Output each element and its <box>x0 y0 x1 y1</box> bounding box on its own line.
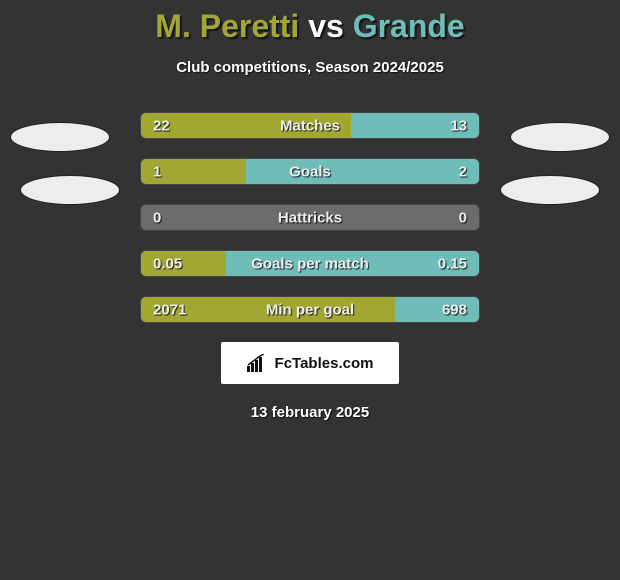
stat-row: Goals per match0.050.15 <box>140 250 480 277</box>
avatar-right <box>510 122 610 152</box>
bar-right <box>246 159 479 184</box>
bar-left <box>141 159 246 184</box>
value-right: 0 <box>459 209 467 226</box>
date-line: 13 february 2025 <box>0 404 620 421</box>
bar-track: Matches2213 <box>140 112 480 139</box>
bar-right <box>226 251 480 276</box>
subtitle: Club competitions, Season 2024/2025 <box>0 59 620 76</box>
bar-left <box>141 297 395 322</box>
bar-track: Min per goal2071698 <box>140 296 480 323</box>
avatar-right <box>500 175 600 205</box>
bar-left <box>141 251 226 276</box>
title-suffix: Grande <box>353 8 465 44</box>
title-mid: vs <box>299 8 352 44</box>
stat-row: Hattricks 0 0 <box>140 204 480 231</box>
avatar-left <box>10 122 110 152</box>
page-title: M. Peretti vs Grande <box>0 0 620 45</box>
page-root: M. Peretti vs Grande Club competitions, … <box>0 0 620 580</box>
title-prefix: M. Peretti <box>155 8 299 44</box>
bar-left <box>141 113 351 138</box>
bar-track: Goals per match0.050.15 <box>140 250 480 277</box>
brand-box[interactable]: FcTables.com <box>221 342 399 384</box>
stat-row: Matches2213 <box>140 112 480 139</box>
bar-right <box>395 297 480 322</box>
bar-label: Hattricks <box>278 209 342 226</box>
brand-text: FcTables.com <box>275 355 374 372</box>
brand-chart-icon <box>247 354 269 372</box>
bar-track: Goals12 <box>140 158 480 185</box>
value-left: 0 <box>153 209 161 226</box>
stat-row: Goals12 <box>140 158 480 185</box>
bar-track: Hattricks 0 0 <box>140 204 480 231</box>
stats-container: Matches2213 Goals12 Hattricks 0 0 Goals per m… <box>140 112 480 323</box>
avatar-left <box>20 175 120 205</box>
stat-row: Min per goal2071698 <box>140 296 480 323</box>
bar-right <box>351 113 479 138</box>
